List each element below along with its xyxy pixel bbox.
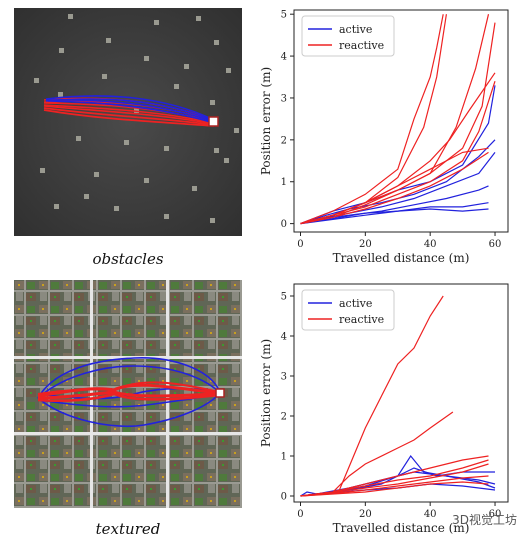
series-line-active	[300, 208, 489, 225]
y-axis-label: Position error (m)	[259, 339, 273, 447]
series-line-reactive	[300, 455, 489, 497]
series-line-reactive	[300, 151, 489, 225]
y-tick-label: 4	[281, 332, 287, 343]
series-group	[300, 295, 496, 497]
legend-label-reactive: reactive	[339, 39, 384, 52]
obstacle-block	[40, 168, 45, 173]
y-tick-label: 4	[281, 52, 287, 63]
obstacle-block	[68, 14, 73, 19]
y-tick-label: 3	[281, 372, 287, 383]
obstacles-sim-view	[14, 8, 242, 236]
obstacle-block	[214, 148, 219, 153]
obstacle-block	[102, 74, 107, 79]
y-tick-label: 0	[281, 219, 287, 230]
series-line-reactive	[300, 14, 444, 225]
y-tick-label: 5	[281, 292, 287, 303]
legend-label-active: active	[339, 297, 372, 310]
obstacle-block	[164, 146, 169, 151]
obstacle-block	[76, 136, 81, 141]
x-axis-label: Travelled distance (m)	[333, 521, 470, 535]
watermark: 3D视觉工坊	[452, 513, 517, 527]
y-tick-label: 0	[281, 492, 287, 503]
plot-frame	[293, 283, 509, 503]
obstacle-block	[124, 140, 129, 145]
series-line-reactive	[300, 72, 496, 225]
y-axis-label: Position error (m)	[259, 67, 273, 175]
plot-frame	[293, 9, 509, 233]
obstacle-block	[174, 84, 179, 89]
series-line-reactive	[300, 22, 496, 225]
obstacle-block	[144, 56, 149, 61]
obstacle-block	[154, 20, 159, 25]
series-line-reactive	[300, 463, 489, 497]
series-line-reactive	[300, 81, 496, 225]
series-line-reactive	[300, 481, 489, 497]
x-tick-label: 40	[424, 509, 437, 520]
x-tick-label: 20	[359, 509, 372, 520]
obstacle-block	[226, 68, 231, 73]
obstacle-block	[94, 172, 99, 177]
trajectory-lines	[37, 357, 220, 428]
goal-marker	[208, 116, 219, 127]
textured-scene	[14, 280, 242, 508]
textured-sim-view	[14, 280, 242, 508]
series-line-reactive	[300, 459, 489, 497]
obstacle-block	[234, 128, 239, 133]
y-tick-label: 3	[281, 93, 287, 104]
y-tick-label: 2	[281, 412, 287, 423]
x-tick-label: 40	[424, 239, 437, 250]
goal-marker	[215, 388, 225, 398]
position-error-chart-textured: 0 20 40 60 0 1 2 3 4 5 Travelled distance (m) Posit…	[259, 283, 509, 535]
x-tick-label: 60	[489, 509, 502, 520]
obstacle-block	[192, 186, 197, 191]
obstacle-block	[224, 158, 229, 163]
x-axis-label: Travelled distance (m)	[333, 251, 470, 265]
x-tick-label: 60	[489, 239, 502, 250]
legend-box	[301, 15, 395, 57]
y-tick-label: 1	[281, 452, 287, 463]
y-tick-label: 2	[281, 135, 287, 146]
legend-label-active: active	[339, 23, 372, 36]
obstacle-block	[54, 204, 59, 209]
obstacle-block	[214, 40, 219, 45]
position-error-chart-obstacles: 0 20 40 60 0 1 2 3 4 5 Travelled distance (m) Posit…	[259, 9, 509, 265]
obstacle-block	[106, 38, 111, 43]
legend-label-reactive: reactive	[339, 313, 384, 326]
obstacle-block	[210, 100, 215, 105]
obstacle-block	[58, 92, 63, 97]
trajectory-lines	[43, 95, 215, 127]
x-tick-label: 20	[359, 239, 372, 250]
obstacle-block	[210, 218, 215, 223]
obstacle-block	[59, 48, 64, 53]
series-group	[300, 14, 496, 225]
x-tick-label: 0	[297, 239, 303, 250]
legend-box	[301, 289, 395, 331]
obstacle-block	[196, 16, 201, 21]
obstacle-block	[164, 214, 169, 219]
y-tick-label: 5	[281, 10, 287, 21]
x-tick-label: 0	[297, 509, 303, 520]
series-line-reactive	[300, 411, 454, 497]
caption-obstacles: obstacles	[92, 250, 164, 268]
obstacle-block	[144, 178, 149, 183]
obstacle-block	[114, 206, 119, 211]
obstacles-scene	[14, 8, 242, 236]
obstacle-block	[84, 194, 89, 199]
caption-textured: textured	[95, 520, 161, 538]
obstacle-block	[34, 78, 39, 83]
obstacle-block	[184, 64, 189, 69]
y-tick-label: 1	[281, 177, 287, 188]
